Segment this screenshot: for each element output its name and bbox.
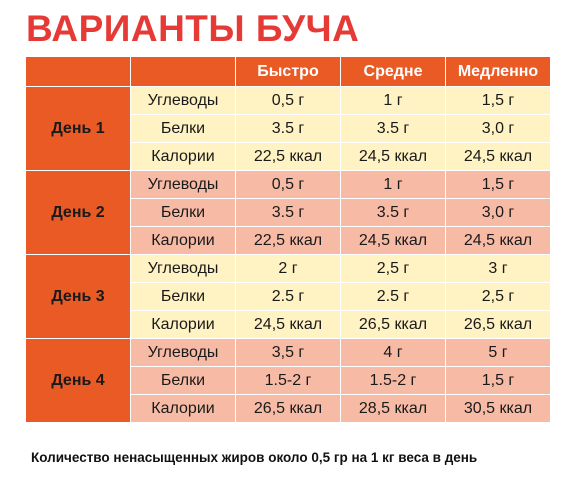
table-row: Калории 26,5 ккал 28,5 ккал 30,5 ккал <box>26 394 551 423</box>
metric-label: Углеводы <box>130 170 236 199</box>
day-label: День 2 <box>25 170 131 255</box>
value-cell: 24,5 ккал <box>445 142 551 171</box>
value-cell: 0,5 г <box>235 86 341 115</box>
value-cell: 1 г <box>340 170 446 199</box>
header-blank-metric <box>130 56 236 87</box>
metric-label: Углеводы <box>130 86 236 115</box>
value-cell: 26,5 ккал <box>340 310 446 339</box>
metric-label: Калории <box>130 142 236 171</box>
value-cell: 30,5 ккал <box>445 394 551 423</box>
value-cell: 3,5 г <box>235 338 341 367</box>
value-cell: 1,5 г <box>445 170 551 199</box>
metric-label: Калории <box>130 310 236 339</box>
metric-label: Белки <box>130 198 236 227</box>
table-row: Калории 22,5 ккал 24,5 ккал 24,5 ккал <box>26 226 551 255</box>
bucha-variants-table: Быстро Средне Медленно День 1 Углеводы 0,5… <box>25 56 551 423</box>
value-cell: 22,5 ккал <box>235 226 341 255</box>
day-label: День 3 <box>25 254 131 339</box>
value-cell: 1 г <box>340 86 446 115</box>
value-cell: 1.5-2 г <box>340 366 446 395</box>
value-cell: 28,5 ккал <box>340 394 446 423</box>
value-cell: 2,5 г <box>340 254 446 283</box>
table-row: Калории 24,5 ккал 26,5 ккал 26,5 ккал <box>26 310 551 339</box>
value-cell: 3.5 г <box>340 114 446 143</box>
value-cell: 1,5 г <box>445 366 551 395</box>
metric-label: Белки <box>130 282 236 311</box>
value-cell: 1.5-2 г <box>235 366 341 395</box>
column-header-slow: Медленно <box>445 56 551 87</box>
value-cell: 4 г <box>340 338 446 367</box>
day-label: День 4 <box>25 338 131 423</box>
table-row: Белки 3.5 г 3.5 г 3,0 г <box>26 198 551 227</box>
day-label: День 1 <box>25 86 131 171</box>
value-cell: 24,5 ккал <box>235 310 341 339</box>
value-cell: 24,5 ккал <box>340 142 446 171</box>
value-cell: 3.5 г <box>340 198 446 227</box>
metric-label: Углеводы <box>130 338 236 367</box>
metric-label: Калории <box>130 394 236 423</box>
value-cell: 5 г <box>445 338 551 367</box>
value-cell: 3.5 г <box>235 114 341 143</box>
value-cell: 2.5 г <box>340 282 446 311</box>
table-row: Белки 1.5-2 г 1.5-2 г 1,5 г <box>26 366 551 395</box>
value-cell: 3.5 г <box>235 198 341 227</box>
column-header-medium: Средне <box>340 56 446 87</box>
value-cell: 26,5 ккал <box>445 310 551 339</box>
column-header-fast: Быстро <box>235 56 341 87</box>
value-cell: 3,0 г <box>445 114 551 143</box>
header-blank-day <box>25 56 131 87</box>
value-cell: 3 г <box>445 254 551 283</box>
value-cell: 3,0 г <box>445 198 551 227</box>
value-cell: 2.5 г <box>235 282 341 311</box>
metric-label: Углеводы <box>130 254 236 283</box>
value-cell: 24,5 ккал <box>445 226 551 255</box>
metric-label: Белки <box>130 114 236 143</box>
page-title: ВАРИАНТЫ БУЧА <box>26 8 360 49</box>
metric-label: Белки <box>130 366 236 395</box>
value-cell: 0,5 г <box>235 170 341 199</box>
table-row: Калории 22,5 ккал 24,5 ккал 24,5 ккал <box>26 142 551 171</box>
value-cell: 26,5 ккал <box>235 394 341 423</box>
metric-label: Калории <box>130 226 236 255</box>
footer-note: Количество ненасыщенных жиров около 0,5 … <box>31 450 478 465</box>
value-cell: 2,5 г <box>445 282 551 311</box>
value-cell: 2 г <box>235 254 341 283</box>
table-header-row: Быстро Средне Медленно <box>25 56 551 87</box>
value-cell: 22,5 ккал <box>235 142 341 171</box>
value-cell: 1,5 г <box>445 86 551 115</box>
table-row: Белки 3.5 г 3.5 г 3,0 г <box>26 114 551 143</box>
value-cell: 24,5 ккал <box>340 226 446 255</box>
